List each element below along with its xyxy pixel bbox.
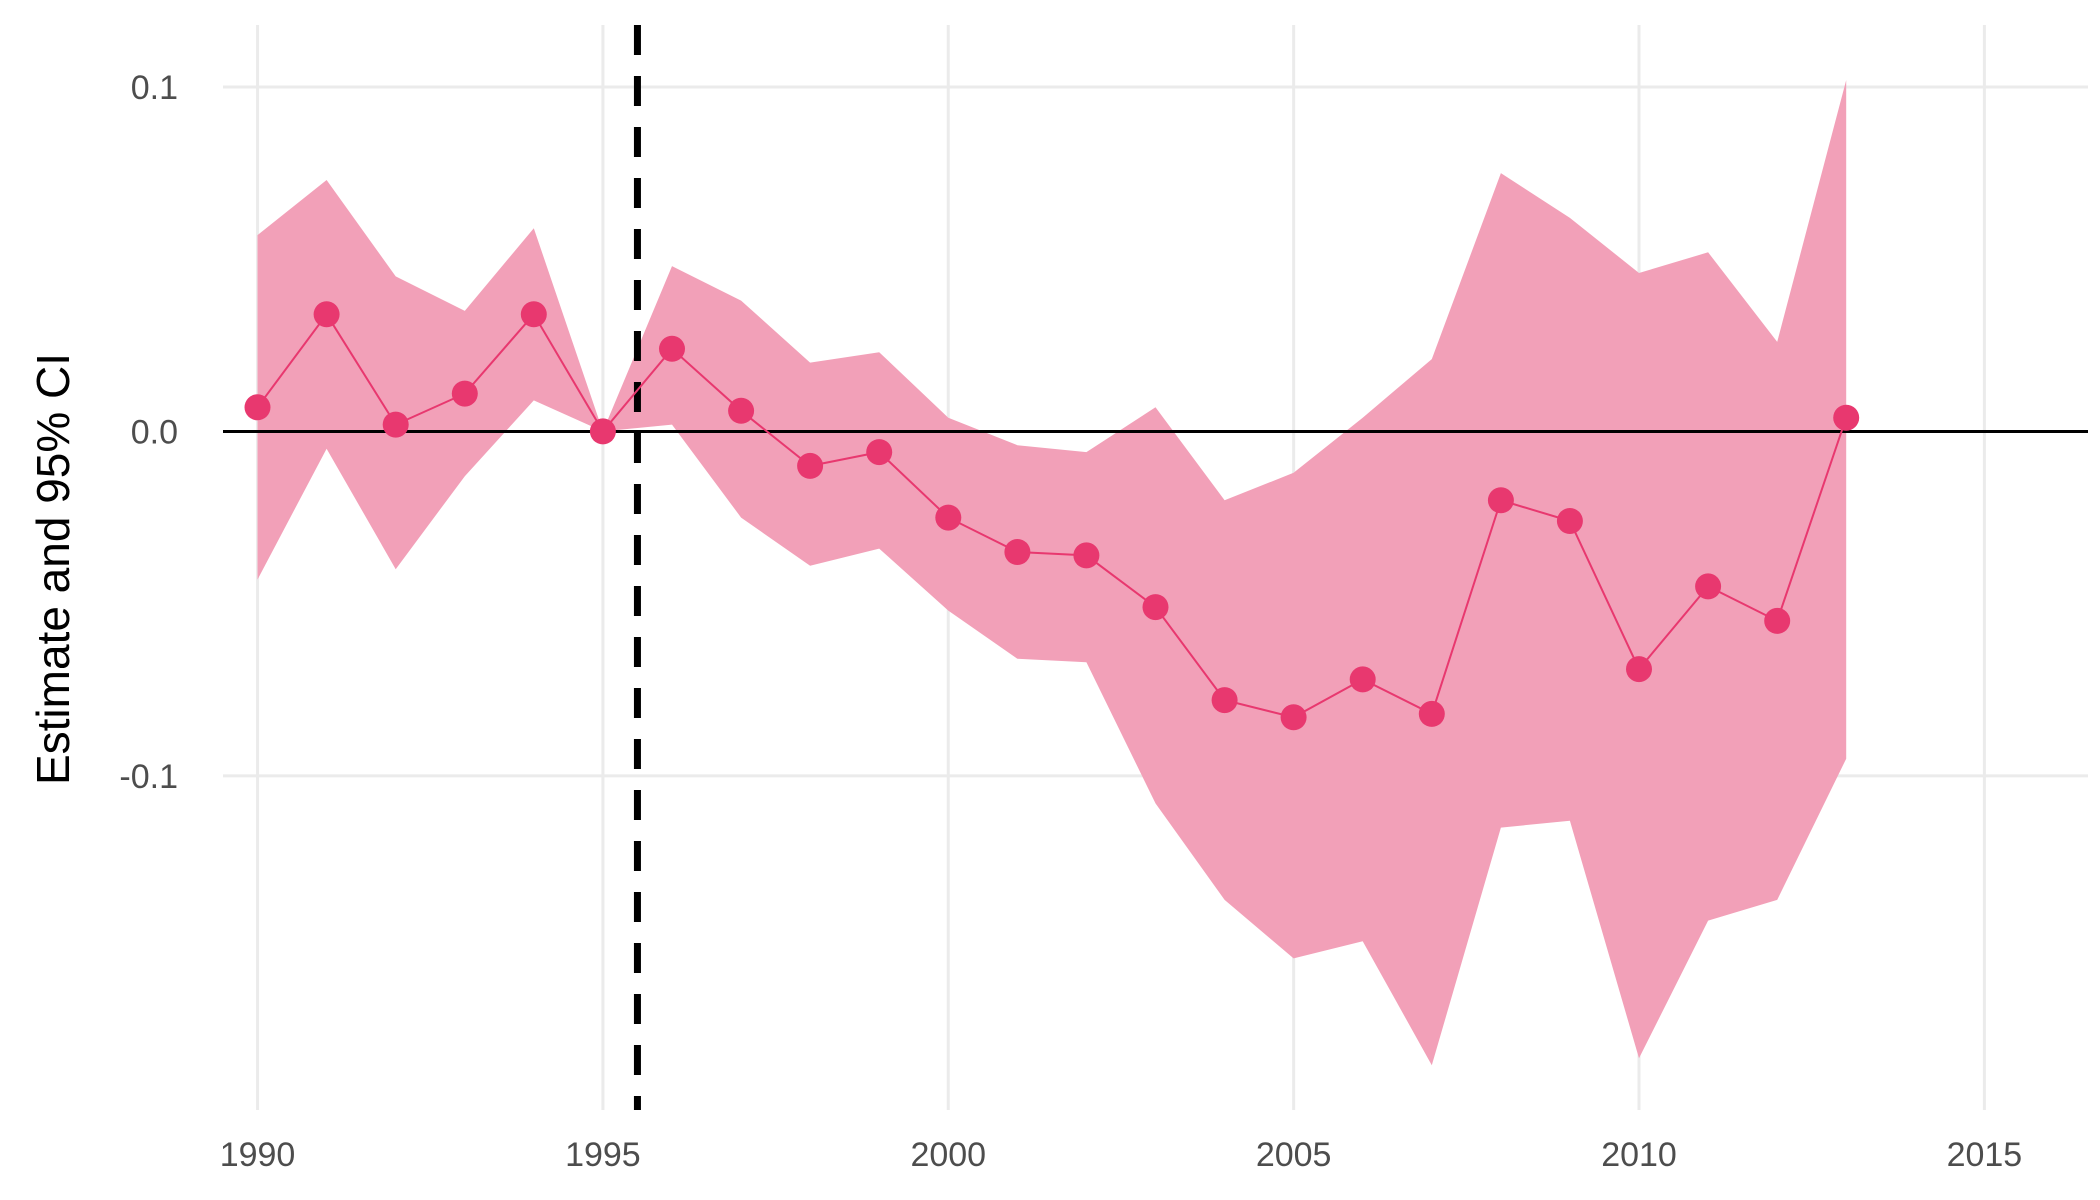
- estimate-point: [1626, 656, 1652, 683]
- x-tick-label: 1995: [565, 1136, 641, 1174]
- estimate-point: [1280, 704, 1307, 731]
- estimate-point: [659, 335, 685, 362]
- x-tick-label: 2000: [910, 1136, 986, 1174]
- estimate-point: [1004, 539, 1031, 565]
- estimate-point: [728, 397, 755, 424]
- estimate-line: [256, 312, 1848, 719]
- estimate-point: [244, 394, 271, 421]
- estimate-point: [1695, 573, 1722, 600]
- estimate-point: [1764, 607, 1791, 634]
- estimate-series: [244, 301, 1860, 731]
- y-tick-label: 0.0: [131, 413, 178, 451]
- estimate-point: [1833, 404, 1860, 431]
- confidence-band-layer: [257, 80, 1847, 1066]
- y-axis-title: Estimate and 95% CI: [27, 353, 79, 785]
- x-tick-label: 2010: [1601, 1136, 1677, 1174]
- estimate-point: [520, 301, 547, 328]
- reference-lines: [223, 25, 2088, 1110]
- estimate-point: [1349, 666, 1376, 693]
- x-tick-label: 2005: [1256, 1136, 1332, 1174]
- y-tick-label: 0.1: [131, 69, 178, 107]
- estimate-point: [1073, 542, 1100, 569]
- y-axis-ticks: 0.1 0.0 -0.1: [119, 69, 178, 796]
- estimate-point: [1418, 700, 1445, 727]
- estimate-point: [1556, 508, 1583, 534]
- estimate-point: [313, 301, 340, 328]
- x-axis-ticks: 1990 1995 2000 2005 2010 2015: [220, 1136, 2022, 1174]
- confidence-band: [257, 80, 1847, 1066]
- estimate-point: [451, 380, 478, 407]
- estimate-point: [1211, 687, 1238, 714]
- x-tick-label: 1990: [220, 1136, 296, 1174]
- estimate-point: [1487, 487, 1514, 514]
- estimate-point: [382, 411, 409, 438]
- estimate-point: [797, 452, 824, 479]
- estimate-point: [1142, 594, 1169, 621]
- estimate-point: [866, 439, 893, 466]
- y-tick-label: -0.1: [119, 758, 178, 796]
- estimate-point: [589, 418, 616, 445]
- estimate-point: [935, 504, 962, 531]
- x-tick-label: 2015: [1947, 1136, 2023, 1174]
